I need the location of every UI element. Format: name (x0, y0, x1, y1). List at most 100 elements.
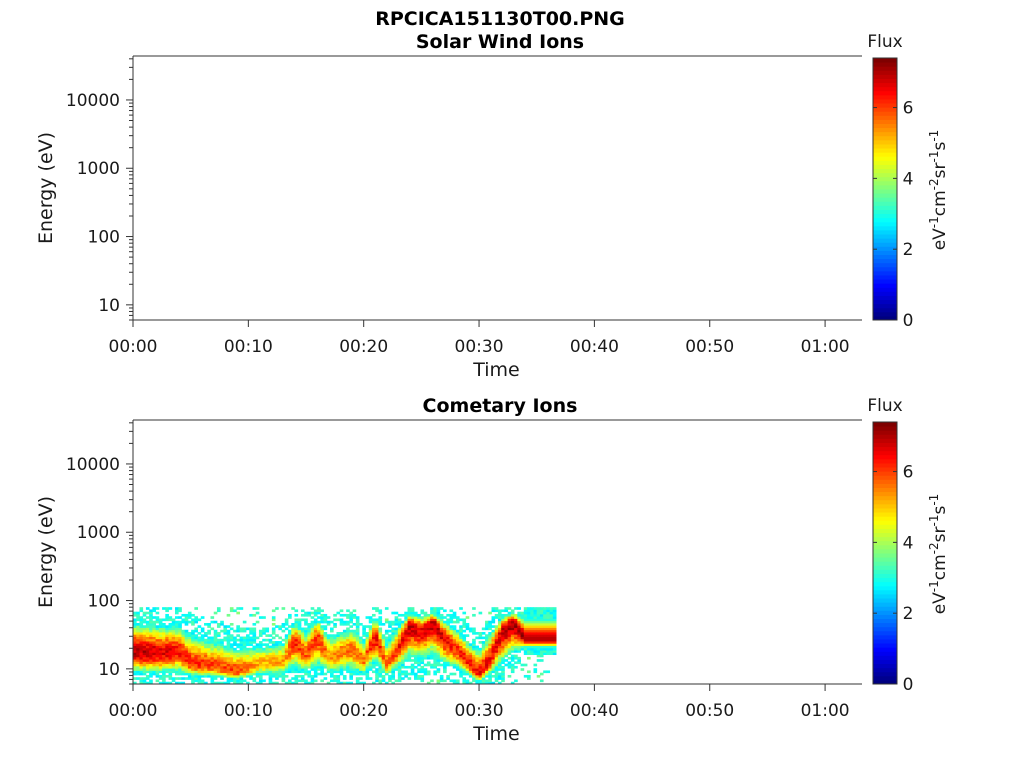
spectrogram-cell (475, 661, 479, 665)
colorbar-step (873, 622, 897, 628)
spectrogram-cell (310, 632, 315, 635)
spectrogram-cell (530, 613, 534, 617)
spectrogram-cell (291, 681, 295, 685)
spectrogram-cell (326, 616, 331, 619)
spectrogram-cell (446, 638, 450, 642)
spectrogram-cell (184, 650, 189, 653)
spectrogram-cell (307, 672, 312, 676)
spectrogram-cell (523, 645, 528, 649)
spectrogram-cell (165, 656, 169, 660)
spectrogram-cell (133, 625, 137, 628)
spectrogram-cell (213, 641, 218, 644)
spectrogram-cell (384, 607, 389, 610)
spectrogram-cell (417, 674, 421, 678)
spectrogram-cell (187, 661, 192, 665)
spectrogram-cell (507, 634, 512, 637)
spectrogram-cell (455, 647, 460, 651)
spectrogram-cell (229, 636, 234, 640)
spectrogram-cell (465, 622, 470, 626)
spectrogram-cell (410, 643, 415, 646)
spectrogram-cell (204, 634, 208, 637)
spectrogram-cell (359, 622, 363, 626)
spectrogram-cell (404, 638, 408, 642)
spectrogram-cell (407, 611, 412, 615)
spectrogram-cell (258, 645, 263, 649)
spectrogram-cell (478, 647, 483, 651)
spectrogram-cell (372, 663, 376, 667)
spectrogram-cell (255, 663, 260, 667)
spectrogram-cell (336, 652, 341, 656)
spectrogram-cell (210, 620, 215, 624)
colorbar-step (873, 254, 897, 260)
spectrogram-cell (455, 645, 460, 649)
spectrogram-cell (410, 607, 415, 610)
spectrogram-cell (381, 663, 386, 667)
spectrogram-cell (546, 625, 551, 628)
spectrogram-cell (501, 629, 505, 633)
spectrogram-cell (304, 654, 308, 658)
spectrogram-cell (546, 627, 551, 631)
spectrogram-cell (410, 663, 415, 667)
spectrogram-cell (297, 654, 302, 658)
spectrogram-cell (275, 650, 279, 653)
spectrogram-cell (514, 634, 518, 637)
spectrogram-cell (171, 620, 176, 624)
spectrogram-cell (252, 672, 257, 676)
spectrogram-cell (452, 647, 457, 651)
spectrogram-cell (488, 672, 492, 676)
spectrogram-cell (439, 659, 444, 662)
spectrogram-cell (352, 650, 357, 653)
spectrogram-cell (178, 625, 182, 628)
spectrogram-cell (288, 634, 292, 637)
spectrogram-cell (223, 665, 228, 669)
spectrogram-cell (426, 645, 431, 649)
spectrogram-cell (362, 661, 366, 665)
spectrogram-cell (310, 616, 315, 619)
spectrogram-cell (191, 634, 195, 637)
spectrogram-cell (449, 632, 454, 635)
spectrogram-cell (468, 681, 473, 685)
spectrogram-cell (397, 674, 402, 678)
spectrogram-cell (142, 647, 147, 651)
spectrogram-cell (391, 661, 396, 665)
colorbar-step (873, 266, 897, 272)
spectrogram-cell (165, 674, 169, 678)
spectrogram-cell (420, 629, 425, 633)
spectrogram-cell (497, 650, 502, 653)
spectrogram-cell (523, 632, 528, 635)
spectrogram-cell (485, 620, 489, 624)
spectrogram-cell (407, 638, 412, 642)
spectrogram-cell (336, 654, 341, 658)
spectrogram-cell (181, 652, 186, 656)
spectrogram-cell (223, 625, 228, 628)
spectrogram-cell (142, 636, 147, 640)
spectrogram-cell (533, 611, 538, 615)
spectrogram-cell (139, 609, 144, 613)
spectrogram-cell (281, 643, 286, 646)
spectrogram-cell (174, 665, 179, 669)
spectrogram-cell (449, 613, 454, 617)
spectrogram-cell (394, 620, 399, 624)
spectrogram-cell (472, 663, 476, 667)
spectrogram-cell (342, 634, 347, 637)
spectrogram-cell (252, 645, 257, 649)
spectrogram-cell (300, 661, 305, 665)
spectrogram-cell (271, 654, 276, 658)
spectrogram-cell (381, 634, 386, 637)
spectrogram-cell (452, 654, 457, 658)
spectrogram-cell (420, 647, 425, 651)
spectrogram-cell (388, 654, 392, 658)
spectrogram-cell (455, 663, 460, 667)
spectrogram-cell (552, 641, 557, 644)
spectrogram-cell (158, 670, 163, 674)
spectrogram-cell (194, 656, 198, 660)
spectrogram-cell (197, 625, 202, 628)
spectrogram-cell (194, 641, 198, 644)
spectrogram-cell (397, 647, 402, 651)
spectrogram-cell (488, 652, 492, 656)
spectrogram-cell (491, 638, 496, 642)
spectrogram-cell (246, 681, 250, 685)
spectrogram-cell (271, 665, 276, 669)
spectrogram-cell (307, 665, 312, 669)
spectrogram-cell (165, 681, 169, 685)
